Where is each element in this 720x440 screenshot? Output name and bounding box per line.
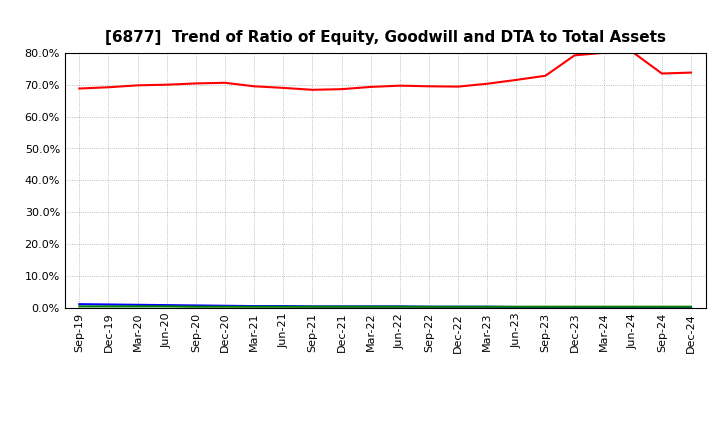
- Deferred Tax Assets: [104, 304, 113, 309]
- Deferred Tax Assets: [366, 304, 375, 309]
- Deferred Tax Assets: [425, 304, 433, 309]
- Goodwill: [687, 305, 696, 310]
- Equity: [570, 53, 579, 58]
- Deferred Tax Assets: [657, 304, 666, 309]
- Goodwill: [599, 305, 608, 310]
- Goodwill: [192, 303, 200, 308]
- Goodwill: [657, 305, 666, 310]
- Equity: [512, 77, 521, 83]
- Equity: [133, 83, 142, 88]
- Goodwill: [308, 304, 317, 309]
- Deferred Tax Assets: [192, 304, 200, 309]
- Equity: [687, 70, 696, 75]
- Goodwill: [541, 304, 550, 310]
- Deferred Tax Assets: [687, 304, 696, 309]
- Equity: [308, 87, 317, 92]
- Equity: [250, 84, 258, 89]
- Title: [6877]  Trend of Ratio of Equity, Goodwill and DTA to Total Assets: [6877] Trend of Ratio of Equity, Goodwil…: [104, 29, 666, 45]
- Deferred Tax Assets: [512, 304, 521, 309]
- Goodwill: [220, 303, 229, 308]
- Goodwill: [454, 304, 462, 309]
- Deferred Tax Assets: [75, 304, 84, 309]
- Goodwill: [163, 302, 171, 308]
- Goodwill: [483, 304, 492, 309]
- Equity: [483, 81, 492, 86]
- Deferred Tax Assets: [337, 304, 346, 309]
- Goodwill: [395, 304, 404, 309]
- Deferred Tax Assets: [629, 304, 637, 309]
- Equity: [454, 84, 462, 89]
- Goodwill: [133, 302, 142, 308]
- Goodwill: [366, 304, 375, 309]
- Deferred Tax Assets: [163, 304, 171, 309]
- Equity: [629, 50, 637, 55]
- Equity: [192, 81, 200, 86]
- Deferred Tax Assets: [483, 304, 492, 309]
- Deferred Tax Assets: [133, 304, 142, 309]
- Goodwill: [279, 304, 287, 309]
- Equity: [75, 86, 84, 91]
- Deferred Tax Assets: [250, 304, 258, 309]
- Goodwill: [425, 304, 433, 309]
- Equity: [163, 82, 171, 87]
- Equity: [104, 84, 113, 90]
- Goodwill: [570, 304, 579, 310]
- Goodwill: [75, 301, 84, 307]
- Deferred Tax Assets: [541, 304, 550, 309]
- Deferred Tax Assets: [395, 304, 404, 309]
- Equity: [220, 80, 229, 85]
- Goodwill: [104, 302, 113, 307]
- Line: Goodwill: Goodwill: [79, 304, 691, 308]
- Equity: [599, 50, 608, 55]
- Equity: [541, 73, 550, 78]
- Deferred Tax Assets: [570, 304, 579, 309]
- Equity: [279, 85, 287, 91]
- Goodwill: [629, 305, 637, 310]
- Line: Equity: Equity: [79, 52, 691, 90]
- Equity: [337, 87, 346, 92]
- Deferred Tax Assets: [220, 304, 229, 309]
- Goodwill: [512, 304, 521, 310]
- Equity: [366, 84, 375, 90]
- Equity: [395, 83, 404, 88]
- Goodwill: [250, 304, 258, 309]
- Deferred Tax Assets: [599, 304, 608, 309]
- Goodwill: [337, 304, 346, 309]
- Deferred Tax Assets: [454, 304, 462, 309]
- Deferred Tax Assets: [308, 304, 317, 309]
- Equity: [425, 84, 433, 89]
- Deferred Tax Assets: [279, 304, 287, 309]
- Equity: [657, 71, 666, 76]
